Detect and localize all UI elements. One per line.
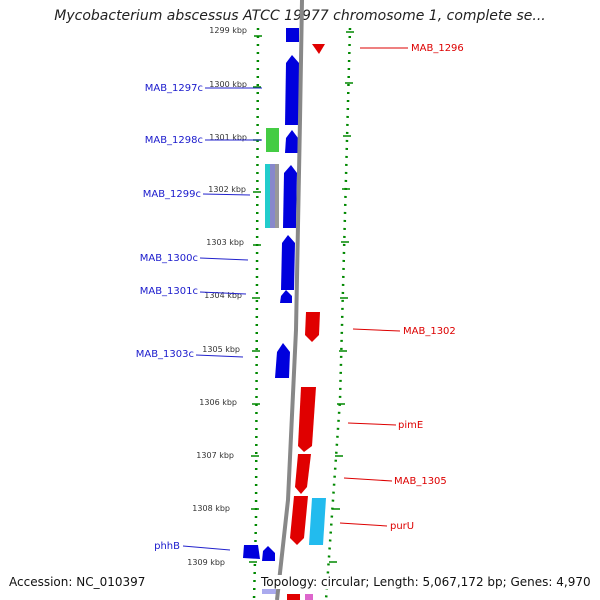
gene-arrow-mab-1301c[interactable]	[280, 290, 292, 303]
tick-label-1303: 1303 kbp	[206, 238, 244, 247]
gene-arrow-mab-1299c[interactable]	[283, 165, 297, 228]
gene-arrow-mab-1302[interactable]	[305, 312, 320, 342]
gene-block-cyan[interactable]	[265, 164, 270, 228]
gene-label-mab-1301c[interactable]: MAB_1301c	[140, 286, 198, 297]
inner-dotted-ring	[252, 27, 260, 600]
gene-arrow-puru[interactable]	[290, 496, 308, 545]
gene-label-puru[interactable]: purU	[390, 521, 414, 532]
label-leader-lines	[182, 47, 408, 551]
gene-arrow-mab-1297c[interactable]	[285, 55, 299, 125]
forward-strand-genes	[287, 44, 325, 600]
gene-label-mab-1298c[interactable]: MAB_1298c	[145, 135, 203, 146]
gene-arrow-purU-partner[interactable]	[309, 498, 326, 545]
gene-arrow-mab-1303c[interactable]	[275, 343, 290, 378]
gene-arrow-reverse-top[interactable]	[286, 28, 299, 42]
gene-block-pink[interactable]	[305, 594, 313, 600]
gene-label-mab-1302[interactable]: MAB_1302	[403, 326, 456, 337]
topology-info: Topology: circular; Length: 5,067,172 bp…	[259, 575, 593, 589]
tick-label-1302: 1302 kbp	[208, 185, 246, 194]
other-genes	[262, 128, 326, 600]
gene-block-lavender[interactable]	[262, 586, 276, 594]
reverse-gene-labels: MAB_1297c MAB_1298c MAB_1299c MAB_1300c …	[136, 83, 203, 552]
gene-block-gray[interactable]	[275, 164, 279, 228]
gene-label-phhb[interactable]: phhB	[154, 541, 180, 552]
tick-label-1307: 1307 kbp	[196, 451, 234, 460]
tick-label-1300: 1300 kbp	[209, 80, 247, 89]
gene-label-mab-1303c[interactable]: MAB_1303c	[136, 349, 194, 360]
gene-arrow-pime[interactable]	[298, 387, 316, 452]
tick-label-1304: 1304 kbp	[204, 291, 242, 300]
gene-label-mab-1305[interactable]: MAB_1305	[394, 476, 447, 487]
gene-arrow-mab-1300c[interactable]	[281, 235, 295, 290]
gene-arrow-phhb-b[interactable]	[262, 546, 275, 561]
tick-label-1309: 1309 kbp	[187, 558, 225, 567]
tick-label-1308: 1308 kbp	[192, 504, 230, 513]
tick-label-1301: 1301 kbp	[209, 133, 247, 142]
tick-label-1305: 1305 kbp	[202, 345, 240, 354]
gene-arrow-mab-1298c[interactable]	[285, 130, 298, 153]
kbp-tick-labels: 1299 kbp 1300 kbp 1301 kbp 1302 kbp 1303…	[187, 26, 247, 567]
outer-dotted-ring	[324, 27, 352, 600]
gene-block-bottom-red[interactable]	[287, 594, 300, 600]
gene-label-mab-1297c[interactable]: MAB_1297c	[145, 83, 203, 94]
gene-arrow-phhb-a[interactable]	[243, 545, 260, 559]
genome-backbone	[275, 0, 304, 600]
gene-label-mab-1300c[interactable]: MAB_1300c	[140, 253, 198, 264]
reverse-strand-genes	[243, 28, 299, 561]
gene-label-mab-1299c[interactable]: MAB_1299c	[143, 189, 201, 200]
gene-block-slate[interactable]	[270, 164, 275, 228]
kbp-tick-marks	[249, 31, 354, 563]
tick-label-1306: 1306 kbp	[199, 398, 237, 407]
gene-arrow-mab-1296[interactable]	[312, 44, 325, 54]
gene-arrow-mab-1305[interactable]	[295, 454, 311, 494]
gene-label-mab-1296[interactable]: MAB_1296	[411, 43, 464, 54]
forward-gene-labels: MAB_1296 MAB_1302 pimE MAB_1305 purU	[390, 43, 464, 532]
accession-info: Accession: NC_010397	[7, 575, 148, 589]
tick-label-1299: 1299 kbp	[209, 26, 247, 35]
gene-label-pime[interactable]: pimE	[398, 420, 423, 431]
gene-block-green[interactable]	[266, 128, 279, 152]
